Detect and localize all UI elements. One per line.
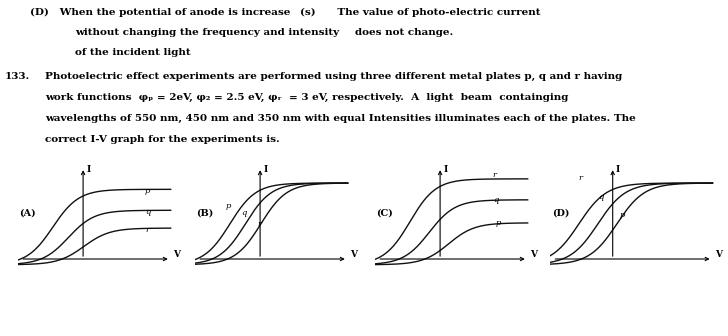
- Text: I: I: [443, 165, 448, 174]
- Text: (D): (D): [552, 208, 569, 217]
- Text: work functions  φₚ = 2eV, φ₂ = 2.5 eV, φᵣ  = 3 eV, respectively.  A  light  beam: work functions φₚ = 2eV, φ₂ = 2.5 eV, φᵣ…: [45, 93, 569, 102]
- Text: V: V: [715, 250, 722, 259]
- Text: V: V: [530, 250, 537, 259]
- Text: 133.: 133.: [5, 72, 31, 81]
- Text: (s)      The value of photo-electric current: (s) The value of photo-electric current: [300, 8, 540, 17]
- Text: q: q: [145, 208, 151, 216]
- Text: (A): (A): [20, 208, 36, 217]
- Text: I: I: [264, 165, 267, 174]
- Text: p: p: [145, 187, 151, 195]
- Text: V: V: [173, 250, 180, 259]
- Text: p: p: [226, 202, 232, 210]
- Text: does not change.: does not change.: [355, 28, 454, 37]
- Text: (C): (C): [376, 208, 393, 217]
- Text: r: r: [145, 226, 149, 235]
- Text: q: q: [242, 209, 247, 217]
- Text: correct I-V graph for the experiments is.: correct I-V graph for the experiments is…: [45, 135, 280, 144]
- Text: (B): (B): [197, 208, 214, 217]
- Text: I: I: [616, 165, 620, 174]
- Text: q: q: [598, 194, 604, 201]
- Text: Photoelectric effect experiments are performed using three different metal plate: Photoelectric effect experiments are per…: [45, 72, 622, 81]
- Text: r: r: [578, 174, 582, 181]
- Text: p: p: [620, 211, 625, 219]
- Text: wavelengths of 550 nm, 450 nm and 350 nm with equal Intensities illuminates each: wavelengths of 550 nm, 450 nm and 350 nm…: [45, 114, 636, 123]
- Text: (D)   When the potential of anode is increase: (D) When the potential of anode is incre…: [30, 8, 290, 17]
- Text: p: p: [496, 219, 502, 227]
- Text: r: r: [493, 171, 496, 179]
- Text: of the incident light: of the incident light: [75, 48, 191, 57]
- Text: without changing the frequency and intensity: without changing the frequency and inten…: [75, 28, 339, 37]
- Text: I: I: [86, 165, 90, 174]
- Text: r: r: [257, 220, 261, 228]
- Text: q: q: [493, 196, 498, 204]
- Text: V: V: [350, 250, 357, 259]
